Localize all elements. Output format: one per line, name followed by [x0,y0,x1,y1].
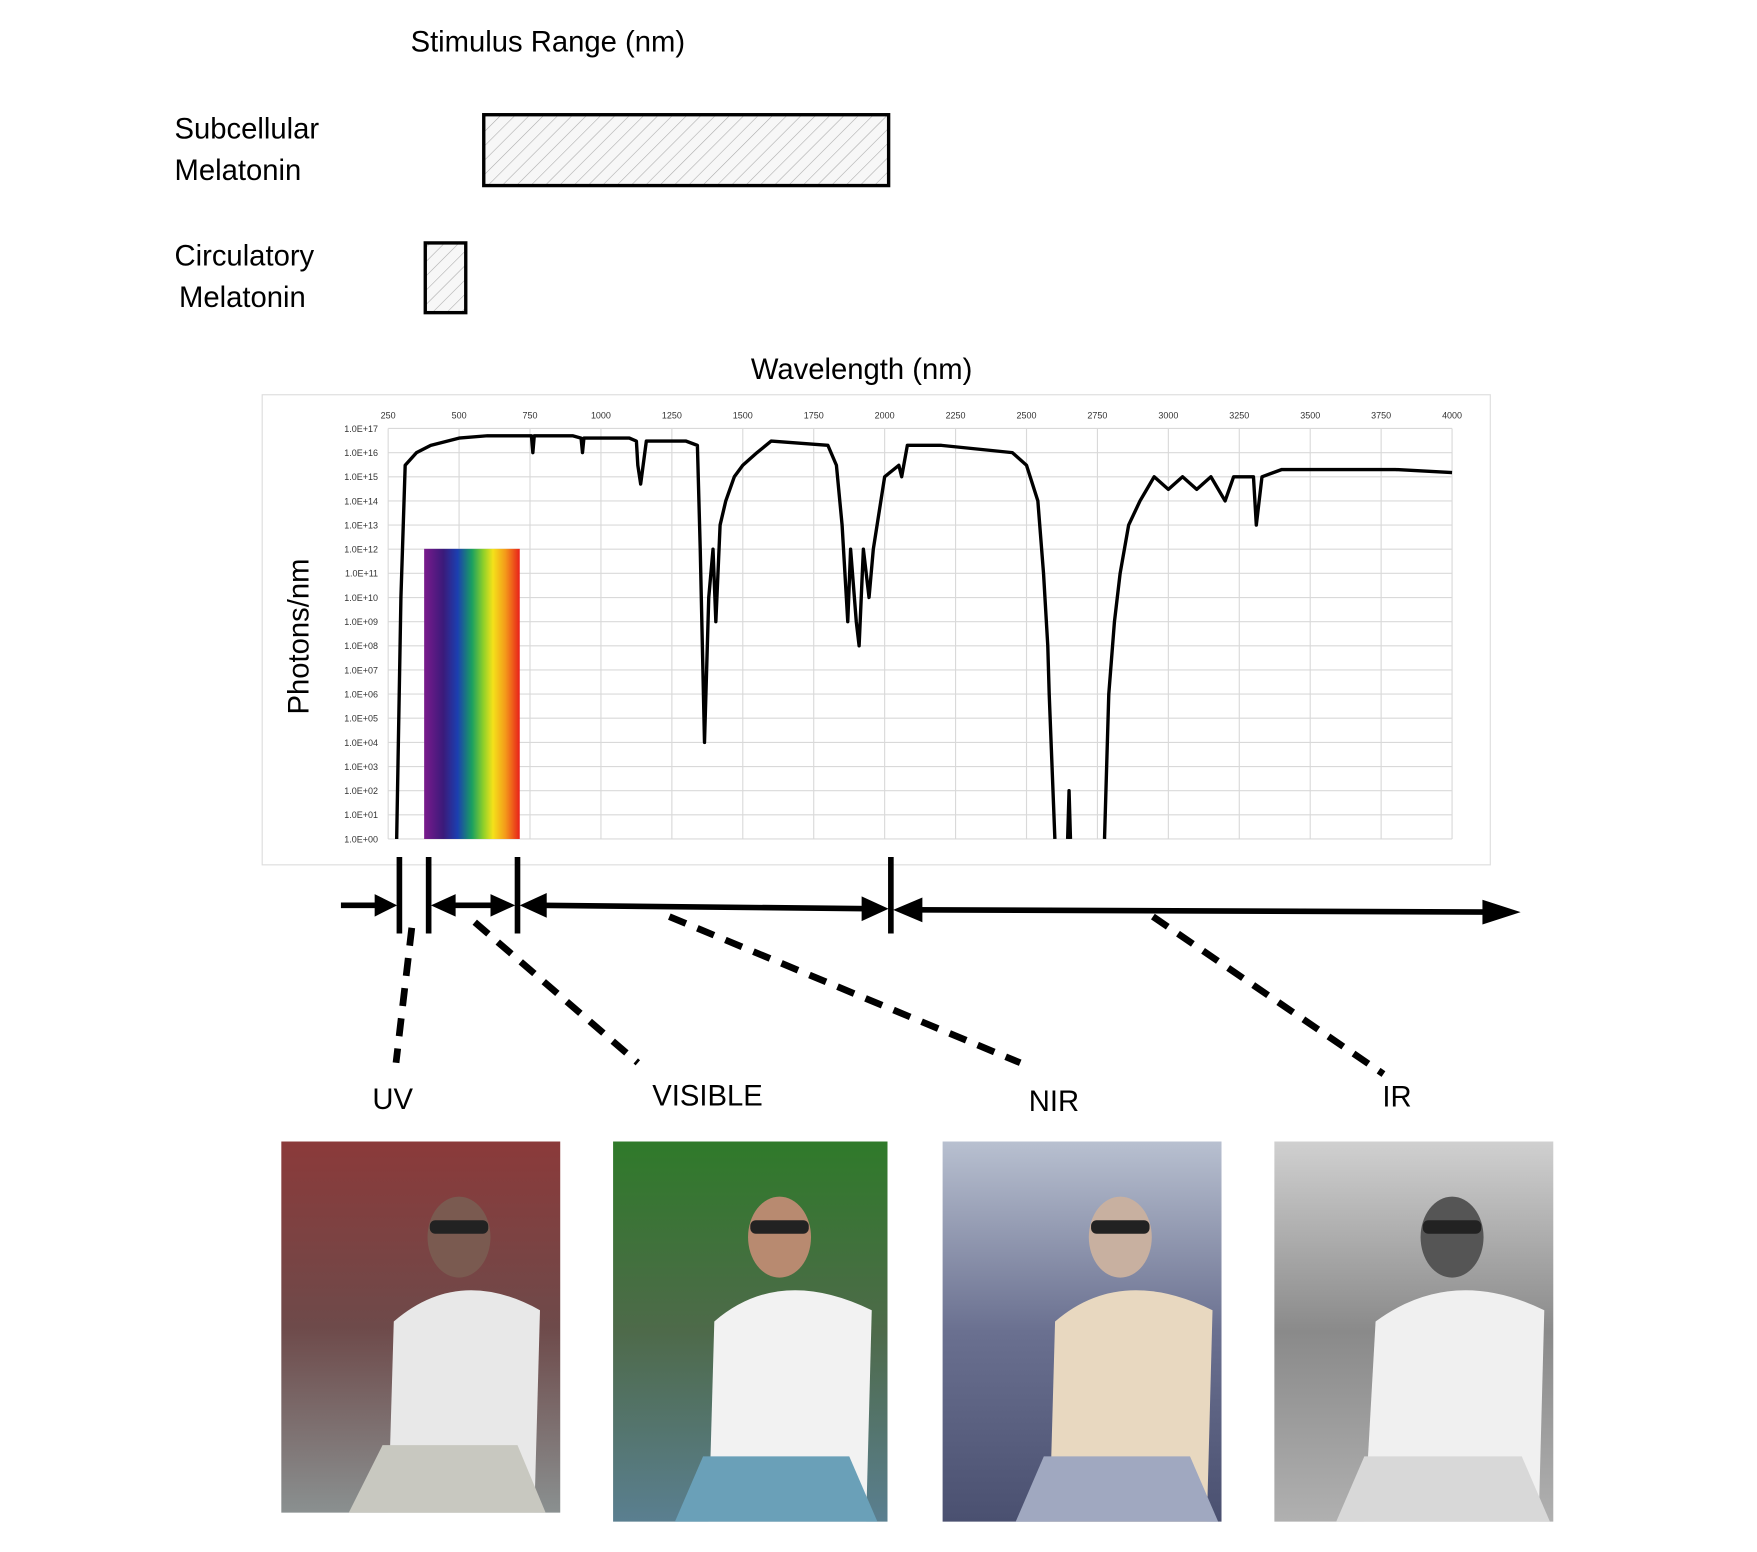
x-tick-label: 1250 [662,410,682,420]
stimulus-label: Circulatory Melatonin [174,240,314,314]
series-line [394,434,1453,840]
arrow-head [374,894,398,917]
x-tick-label: 3500 [1300,410,1320,420]
y-tick-label: 1.0E+08 [344,641,378,651]
plot [394,434,1453,840]
y-tick-label: 1.0E+02 [344,786,378,796]
band-label: VISIBLE [652,1081,763,1113]
arrow-line [539,902,869,912]
arrow-head [861,896,889,922]
y-tick-label: 1.0E+03 [344,762,378,772]
band-label: NIR [1029,1086,1079,1118]
x-tick-label: 3750 [1371,410,1391,420]
y-tick-label: 1.0E+07 [344,665,378,675]
y-tick-label: 1.0E+14 [344,496,378,506]
y-tick-label: 1.0E+11 [345,569,378,579]
band-arrows [340,856,1521,934]
y-tick-label: 1.0E+06 [344,689,378,699]
leader [472,919,641,1066]
arrow-line [913,907,1491,915]
x-tick-label: 2250 [946,410,966,420]
photo [1274,1141,1554,1522]
arrow-head [519,892,547,918]
y-tick-label: 1.0E+10 [344,593,378,603]
y-tick-label: 1.0E+09 [344,617,378,627]
y-tick-label: 1.0E+04 [344,738,378,748]
x-tick-label: 2500 [1017,410,1037,420]
label-line: Circulatory [174,240,314,272]
x-tick-label: 1500 [733,410,753,420]
x-tick-label: 2000 [875,410,895,420]
leader-lines [392,913,1386,1077]
x-tick-label: 1000 [591,410,611,420]
photo [613,1141,888,1522]
range-bar [423,241,468,315]
arrow-head [1482,899,1521,925]
range-bar [482,113,891,188]
y-tick-label: 1.0E+00 [344,834,378,844]
x-axis-title: Wavelength (nm) [751,354,973,386]
grid: 1.0E+00 1.0E+01 1.0E+02 1.0E+03 1.0E+04 1.0E+… [344,410,1462,844]
y-tick-label: 1.0E+15 [344,472,378,482]
photo [942,1141,1222,1522]
stimulus-title: Stimulus Range (nm) [411,27,686,59]
y-tick-label: 1.0E+16 [344,448,378,458]
visible-spectrum [424,548,520,839]
x-tick-label: 4000 [1442,410,1462,420]
x-tick-label: 750 [523,410,538,420]
stimulus-label: Subcellular Melatonin [174,113,319,187]
y-tick-label: 1.0E+17 [344,424,378,434]
y-tick-label: 1.0E+13 [344,520,378,530]
photo [281,1141,561,1513]
y-axis-title: Photons/nm [283,559,315,715]
x-tick-label: 1750 [804,410,824,420]
y-tick-label: 1.0E+05 [344,714,378,724]
arrow-head [430,894,456,917]
arrow-head [490,894,516,917]
label-line: Melatonin [179,282,306,314]
x-tick-label: 250 [381,410,396,420]
band-label: UV [372,1084,413,1116]
label-line: Melatonin [174,155,301,187]
leader [1151,913,1386,1077]
x-tick-label: 3250 [1229,410,1249,420]
y-tick-label: 1.0E+01 [344,810,378,820]
y-tick-label: 1.0E+12 [344,545,378,555]
x-tick-label: 2750 [1087,410,1107,420]
label-line: Subcellular [174,113,319,145]
leader [668,913,1022,1066]
arrow-head [893,897,923,923]
x-tick-label: 500 [452,410,467,420]
band-label: IR [1382,1082,1411,1114]
leader [392,927,416,1064]
x-tick-label: 3000 [1158,410,1178,420]
